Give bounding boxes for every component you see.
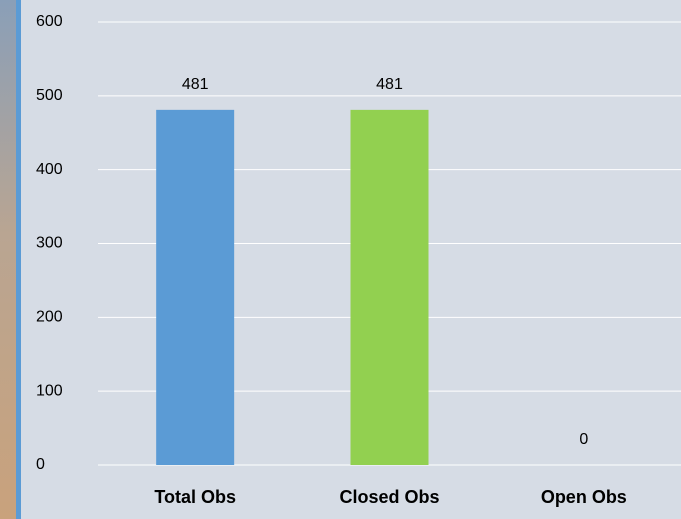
y-tick-label: 100 (36, 382, 63, 399)
chart: 0 100 200 300 400 500 600 Total Obs 481 Closed Ob… (0, 0, 681, 519)
side-strip (0, 0, 18, 519)
y-tick-label: 500 (36, 87, 63, 104)
y-tick-label: 400 (36, 161, 63, 178)
y-tick-label: 300 (36, 235, 63, 252)
value-label: 481 (182, 76, 209, 93)
bar (351, 110, 429, 465)
value-label: 481 (376, 76, 403, 93)
y-tick-label: 0 (36, 456, 45, 473)
side-border (16, 0, 21, 519)
y-tick-label: 200 (36, 309, 63, 326)
x-tick-label: Closed Obs (339, 487, 439, 507)
y-tick-label: 600 (36, 13, 63, 30)
x-tick-label: Open Obs (541, 487, 627, 507)
value-label: 0 (579, 431, 588, 448)
x-tick-label: Total Obs (154, 487, 236, 507)
bar (156, 110, 234, 465)
